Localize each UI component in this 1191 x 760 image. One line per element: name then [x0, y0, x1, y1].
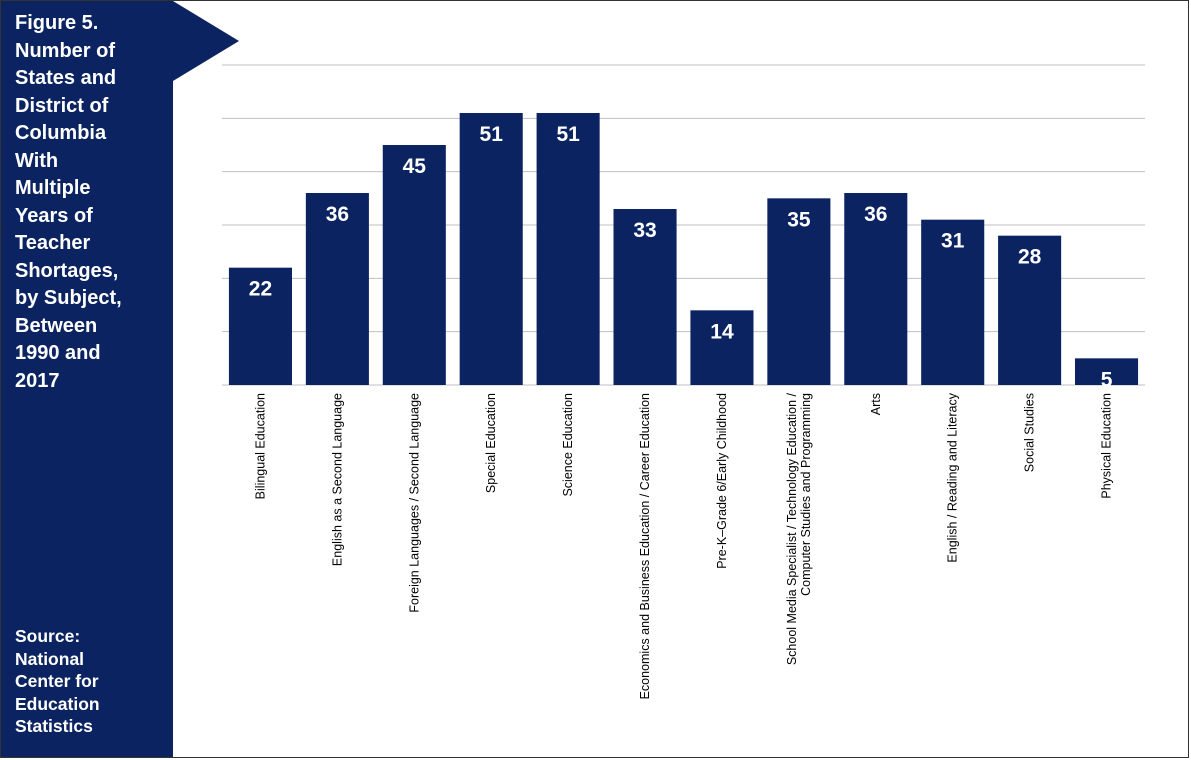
- category-label: Arts: [869, 393, 883, 415]
- bar: [1075, 358, 1139, 385]
- bar: [305, 193, 369, 385]
- bar: [844, 193, 908, 385]
- category-label: Economics and Business Education / Caree…: [638, 393, 652, 699]
- bar-value-label: 31: [941, 230, 965, 253]
- bar: [459, 113, 523, 385]
- category-label: Social Studies: [1023, 393, 1037, 472]
- bar: [613, 209, 677, 385]
- category-label: Foreign Languages / Second Language: [407, 393, 421, 613]
- figure-title: Figure 5. Number of States and District …: [15, 12, 122, 392]
- bar-value-label: 36: [864, 203, 887, 226]
- bar-value-label: 51: [480, 123, 504, 146]
- bar: [921, 219, 985, 385]
- bar: [382, 145, 446, 385]
- bar-value-label: 35: [787, 208, 811, 231]
- bar: [998, 235, 1062, 385]
- bar-value-label: 22: [249, 278, 272, 301]
- bar: [690, 310, 754, 385]
- bar: [228, 267, 292, 385]
- category-label: School Media Specialist / Technology Edu…: [785, 392, 813, 665]
- category-label: Physical Education: [1100, 393, 1114, 499]
- category-label: English / Reading and Literacy: [946, 392, 960, 562]
- category-label: Special Education: [484, 393, 498, 493]
- title-panel-arrow: [173, 1, 239, 81]
- bar-value-label: 51: [556, 123, 580, 146]
- bar-value-label: 14: [710, 320, 734, 343]
- source-note: Source: National Center for Education St…: [15, 626, 100, 736]
- bar-value-label: 5: [1101, 368, 1113, 391]
- category-label: Bilingual Education: [253, 393, 267, 499]
- category-label: Pre-K–Grade 6/Early Childhood: [715, 393, 729, 569]
- category-label: English as a Second Language: [330, 393, 344, 566]
- bar-value-label: 45: [403, 155, 427, 178]
- bar-value-label: 33: [633, 219, 656, 242]
- title-panel: [1, 1, 173, 757]
- bar-value-label: 36: [326, 203, 349, 226]
- category-label: Science Education: [561, 393, 575, 497]
- bar: [767, 198, 831, 385]
- bar-value-label: 28: [1018, 246, 1042, 269]
- bar: [536, 113, 600, 385]
